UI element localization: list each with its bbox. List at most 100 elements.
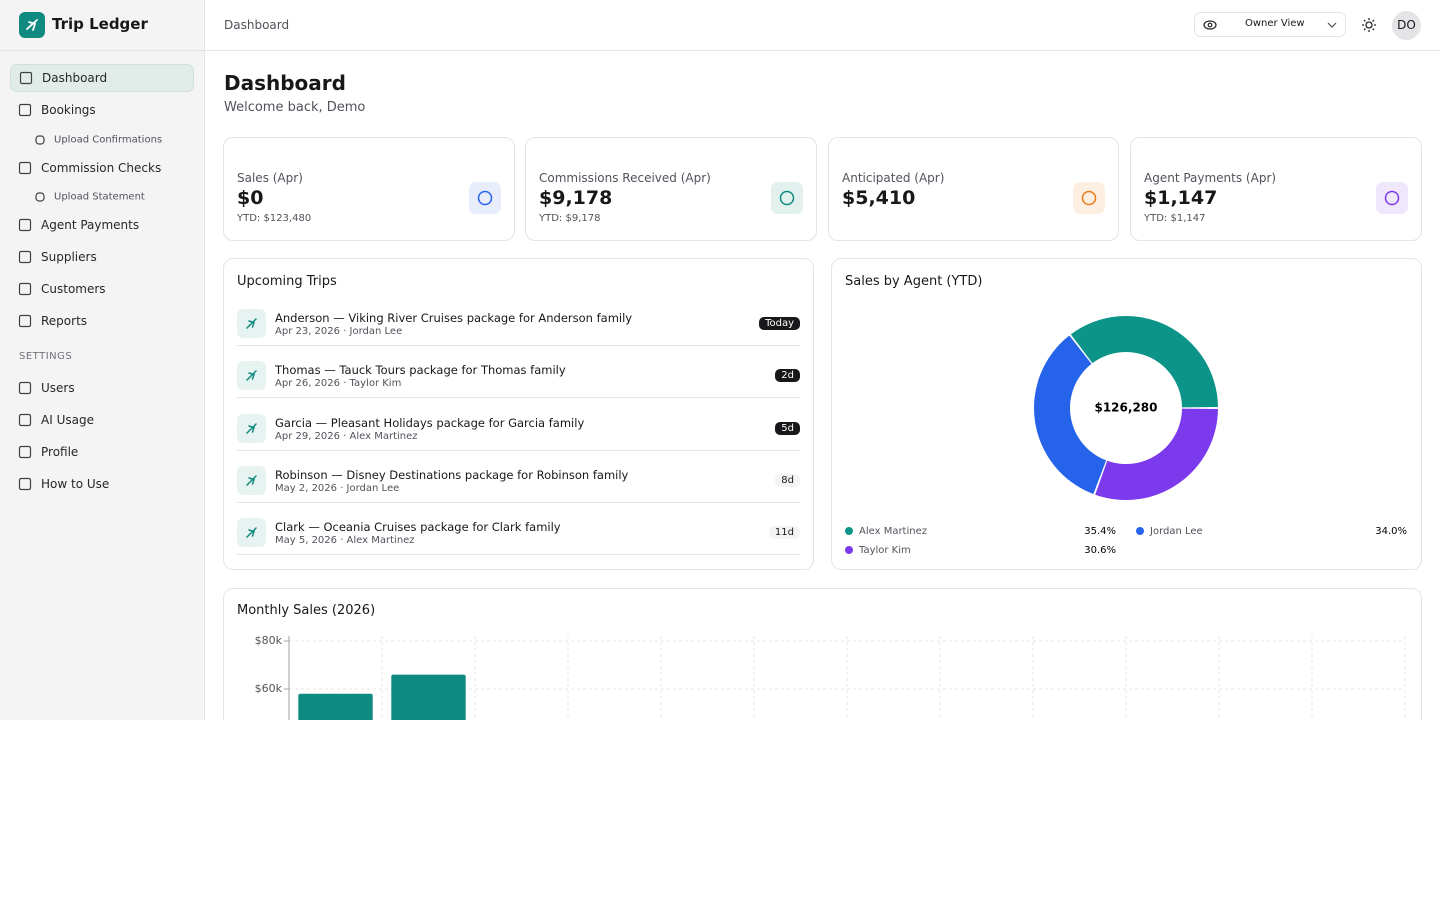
- nav-label: Dashboard: [42, 71, 108, 85]
- trip-icon: [237, 518, 266, 548]
- trip-icon: [237, 309, 266, 338]
- stat-label: Anticipated (Apr): [842, 171, 945, 185]
- trip-badge: 2d: [775, 369, 800, 383]
- stat-label: Commissions Received (Apr): [539, 171, 711, 185]
- stat-card: Sales (Apr) $0 YTD: $123,480: [223, 137, 515, 241]
- icon-shape: [18, 314, 32, 328]
- icon-shape: [18, 218, 32, 232]
- nav-item[interactable]: Users: [10, 374, 194, 402]
- nav-icon: [18, 250, 32, 264]
- nav-icon: [18, 161, 32, 175]
- plane: [246, 475, 257, 486]
- row-divider: [237, 397, 800, 399]
- nav-item[interactable]: Reports: [10, 307, 194, 335]
- nav-label: Agent Payments: [41, 218, 140, 232]
- icon-shape: [18, 250, 32, 264]
- icon-shape: [18, 103, 32, 117]
- row-divider: [237, 554, 800, 556]
- nav-label: How to Use: [41, 477, 110, 491]
- plane: [246, 527, 257, 538]
- stat-card: Agent Payments (Apr) $1,147 YTD: $1,147: [1130, 137, 1422, 241]
- card-title: Upcoming Trips: [237, 274, 337, 289]
- theme-toggle[interactable]: [1361, 17, 1377, 33]
- upcoming-card: Upcoming Trips Anderson — Viking River C…: [223, 258, 814, 570]
- glyph: [1081, 190, 1097, 206]
- nav-icon: [18, 282, 32, 296]
- nav-item[interactable]: Bookings: [10, 96, 194, 124]
- nav-icon: [19, 71, 33, 85]
- icon-shape: [19, 71, 33, 85]
- nav-icon: [18, 477, 32, 491]
- trip-meta: Apr 26, 2026 · Taylor Kim: [275, 378, 402, 390]
- breadcrumb: Dashboard: [224, 18, 290, 32]
- nav-item[interactable]: How to Use: [10, 470, 194, 498]
- view-select-label: Owner View: [1245, 18, 1305, 29]
- trip-title[interactable]: Anderson — Viking River Cruises package …: [275, 311, 633, 325]
- nav-label: Bookings: [41, 103, 96, 117]
- stat-icon: [469, 182, 501, 214]
- nav-label: Users: [41, 381, 75, 395]
- stat-value: $5,410: [842, 187, 916, 209]
- nav-icon: [35, 192, 45, 202]
- nav-label: Upload Confirmations: [54, 134, 163, 146]
- nav-icon: [18, 314, 32, 328]
- trip-title[interactable]: Clark — Oceania Cruises package for Clar…: [275, 520, 561, 535]
- nav-icon: [35, 135, 45, 145]
- nav-item[interactable]: Profile: [10, 438, 194, 466]
- trip-title[interactable]: Robinson — Disney Destinations package f…: [275, 467, 629, 482]
- stat-card: Anticipated (Apr) $5,410: [828, 137, 1119, 241]
- trip-meta: May 5, 2026 · Alex Martinez: [275, 535, 415, 547]
- nav-item[interactable]: Suppliers: [10, 243, 194, 271]
- nav-label: Customers: [41, 282, 106, 296]
- stat-icon: [1376, 182, 1408, 214]
- stat-value: $0: [237, 187, 264, 209]
- icon-shape: [18, 413, 32, 427]
- nav-item[interactable]: Dashboard: [10, 64, 194, 92]
- nav-item[interactable]: Upload Statement: [10, 183, 194, 211]
- nav-label: AI Usage: [41, 413, 94, 427]
- nav-label: Upload Statement: [54, 191, 145, 203]
- page-subtitle: Welcome back, Demo: [224, 100, 366, 115]
- nav-label: Reports: [41, 314, 88, 328]
- nav-label: Commission Checks: [41, 161, 162, 175]
- logo: [19, 12, 45, 38]
- logo-icon: [26, 19, 38, 31]
- icon-glyph: [1081, 190, 1097, 206]
- icon-shape: [35, 135, 45, 145]
- nav-icon: [18, 381, 32, 395]
- nav-label: Suppliers: [41, 250, 97, 264]
- avatar[interactable]: DO: [1392, 11, 1421, 40]
- nav-icon: [18, 218, 32, 232]
- divider: [0, 50, 204, 51]
- stat-ytd: YTD: $9,178: [539, 213, 601, 224]
- glyph: [1384, 190, 1400, 206]
- trip-badge: Today: [759, 317, 800, 330]
- nav-item[interactable]: Customers: [10, 275, 194, 303]
- stat-card: Commissions Received (Apr) $9,178 YTD: $9,…: [525, 137, 817, 241]
- trip-meta: Apr 23, 2026 · Jordan Lee: [275, 326, 403, 337]
- view-select[interactable]: Owner View: [1194, 12, 1346, 37]
- nav-icon: [18, 103, 32, 117]
- icon-glyph: [779, 190, 795, 206]
- stat-icon: [771, 182, 803, 214]
- card-title: Sales by Agent (YTD): [845, 274, 983, 289]
- stat-icon: [1073, 182, 1105, 214]
- trip-title[interactable]: Thomas — Tauck Tours package for Thomas …: [275, 363, 566, 378]
- nav-item[interactable]: Upload Confirmations: [10, 126, 194, 154]
- nav-item[interactable]: Commission Checks: [10, 154, 194, 182]
- nav-item[interactable]: Agent Payments: [10, 211, 194, 239]
- eye-icon: [1203, 20, 1217, 30]
- glyph: [779, 190, 795, 206]
- stat-ytd: YTD: $1,147: [1144, 213, 1206, 224]
- stat-label: Sales (Apr): [237, 171, 303, 185]
- trip-icon: [237, 465, 266, 495]
- trip-meta: Apr 29, 2026 · Alex Martinez: [275, 430, 418, 442]
- donut-card: Sales by Agent (YTD): [831, 258, 1422, 570]
- trip-badge: 8d: [775, 473, 800, 487]
- bar-card: Monthly Sales (2026): [223, 588, 1422, 720]
- trip-title[interactable]: Garcia — Pleasant Holidays package for G…: [275, 415, 585, 430]
- sidebar: Trip Ledger Dashboard Bookings Upload Conf…: [0, 0, 205, 720]
- card-title: Monthly Sales (2026): [237, 603, 376, 618]
- section-label: SETTINGS: [19, 351, 73, 362]
- nav-item[interactable]: AI Usage: [10, 406, 194, 434]
